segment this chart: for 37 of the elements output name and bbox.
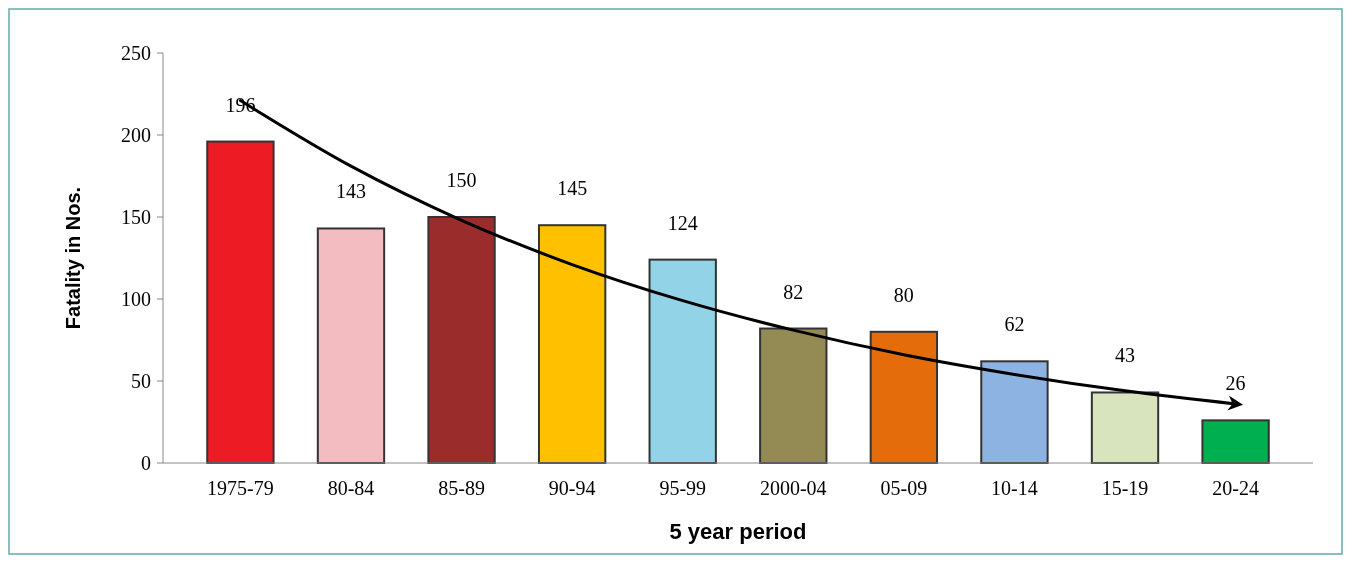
data-label: 26 — [1225, 372, 1246, 395]
bar — [980, 360, 1049, 464]
x-tick-label: 2000-04 — [759, 477, 827, 499]
bar — [1201, 419, 1270, 464]
data-label: 80 — [893, 283, 914, 306]
x-tick-label: 90-94 — [548, 477, 596, 499]
bar — [427, 216, 496, 464]
data-label: 62 — [1004, 313, 1025, 336]
y-tick-label: 250 — [121, 42, 151, 64]
y-tick-label: 0 — [141, 452, 151, 474]
y-axis-title: Fatality in Nos. — [62, 186, 84, 330]
data-label: 150 — [446, 169, 477, 191]
data-label: 124 — [667, 211, 698, 234]
x-tick-label: 1975-79 — [207, 477, 274, 499]
x-tick-label: 10-14 — [991, 477, 1038, 499]
bar — [869, 330, 939, 464]
x-tick-label: 05-09 — [880, 477, 928, 499]
y-tick-label: 100 — [121, 288, 151, 310]
data-label: 143 — [335, 180, 366, 203]
bar — [1090, 391, 1160, 464]
bar — [316, 227, 386, 464]
bar — [759, 327, 828, 464]
data-label: 82 — [783, 280, 804, 303]
y-tick-label: 200 — [121, 124, 151, 146]
data-label: 43 — [1115, 344, 1136, 367]
data-label: 145 — [557, 177, 588, 200]
bar — [648, 258, 717, 464]
x-axis-title: 5 year period — [669, 519, 807, 544]
y-tick-label: 150 — [121, 206, 151, 228]
y-tick-label: 50 — [131, 370, 151, 392]
bar — [206, 140, 275, 464]
bar — [537, 224, 607, 464]
x-tick-label: 85-89 — [438, 477, 485, 499]
x-tick-label: 15-19 — [1101, 477, 1149, 499]
x-tick-label: 20-24 — [1212, 477, 1259, 499]
x-tick-label: 95-99 — [659, 477, 707, 499]
x-tick-label: 80-84 — [327, 477, 375, 499]
